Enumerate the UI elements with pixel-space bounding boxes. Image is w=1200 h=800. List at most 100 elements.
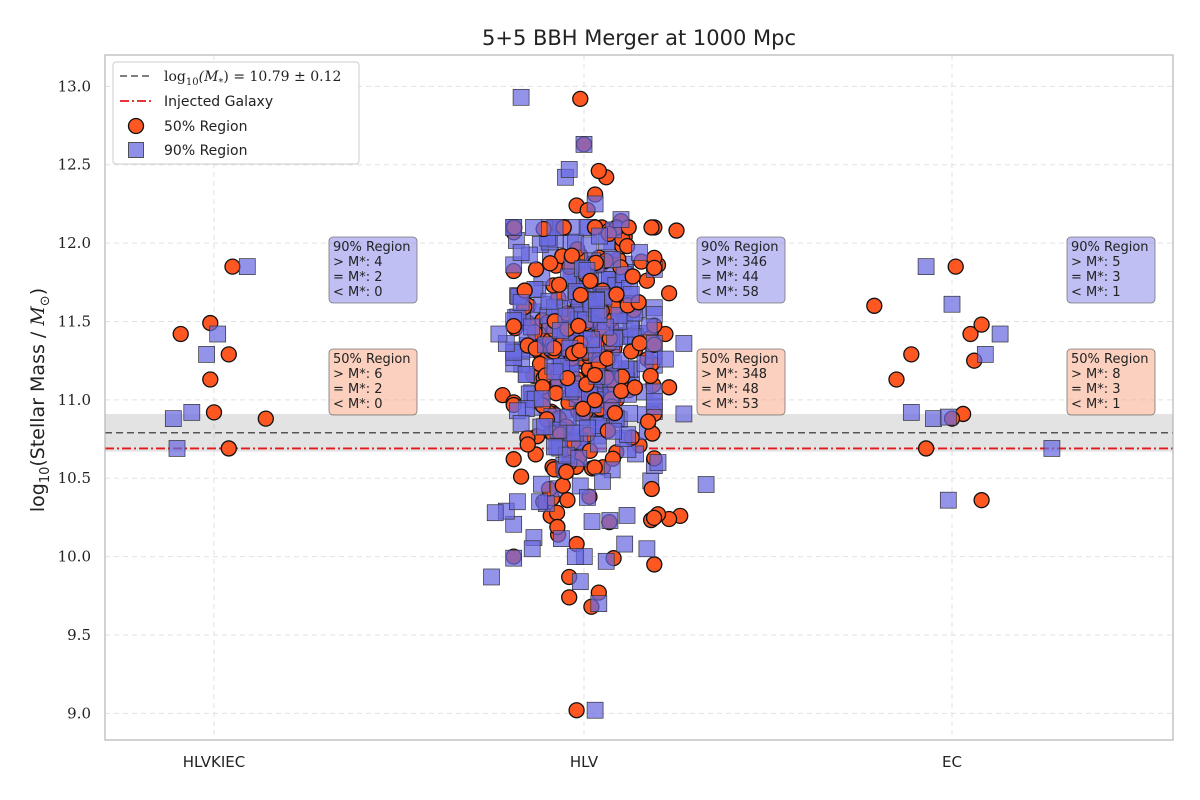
- ylabel-main: (Stellar Mass /: [27, 326, 49, 467]
- circle-point: [646, 259, 663, 276]
- count-box-line: = M*: 2: [333, 270, 383, 285]
- square-point: [616, 535, 634, 553]
- circle-point: [903, 346, 920, 363]
- square-point: [512, 244, 530, 261]
- square-point: [586, 195, 604, 213]
- x-tick-label: EC: [942, 753, 962, 771]
- y-tick-label: 10.5: [58, 469, 91, 487]
- square-point: [509, 493, 526, 511]
- square-point: [638, 540, 656, 558]
- square-point: [645, 335, 663, 352]
- x-tick-label: HLVKIEC: [183, 753, 245, 771]
- legend: log10(M*) = 10.79 ± 0.12 Injected Galaxy…: [112, 61, 360, 165]
- circle-point: [586, 459, 603, 476]
- square-point: [619, 426, 636, 443]
- square-point: [546, 219, 564, 236]
- count-box-line: = M*: 3: [1071, 382, 1121, 397]
- square-point: [591, 227, 608, 245]
- square-point: [512, 88, 530, 106]
- square-point: [168, 440, 186, 457]
- square-point: [238, 258, 256, 275]
- circle-point: [660, 285, 678, 302]
- square-point: [512, 294, 530, 312]
- circle-point: [563, 247, 581, 264]
- circle-point: [626, 379, 643, 396]
- square-point: [531, 493, 548, 511]
- square-point: [622, 286, 640, 303]
- square-point: [198, 346, 215, 363]
- y-axis-label: log10(Stellar Mass / M⊙): [27, 288, 53, 512]
- circle-point: [643, 219, 660, 236]
- square-point: [588, 292, 605, 309]
- square-point: [1043, 440, 1061, 457]
- y-tick-label: 11.0: [58, 391, 91, 409]
- count-box: 50% Region> M*: 6= M*: 2< M*: 0: [328, 348, 418, 416]
- square-point: [517, 366, 535, 383]
- plot-frame: [104, 54, 1174, 741]
- square-point: [505, 219, 523, 236]
- square-point: [164, 410, 182, 428]
- circle-point: [527, 261, 545, 278]
- square-point: [601, 512, 619, 529]
- plot-area: 90% Region> M*: 4= M*: 2< M*: 0 50% Regio…: [58, 54, 1174, 771]
- count-box-line: = M*: 2: [333, 382, 383, 397]
- count-box-line: > M*: 6: [333, 367, 383, 382]
- count-box-line: 90% Region: [701, 240, 779, 255]
- count-box: 50% Region> M*: 348= M*: 48< M*: 53: [696, 348, 786, 416]
- circle-point: [962, 325, 979, 343]
- square-point: [976, 346, 994, 363]
- square-point: [597, 552, 615, 570]
- circle-point: [202, 371, 219, 388]
- square-point: [917, 258, 935, 275]
- count-box-line: < M*: 53: [701, 397, 759, 412]
- y-tick-label: 9.0: [67, 704, 91, 722]
- square-point: [925, 410, 942, 428]
- square-point: [512, 415, 530, 432]
- square-point: [552, 322, 569, 339]
- square-point: [939, 491, 957, 509]
- square-point: [209, 325, 227, 343]
- count-box-line: > M*: 348: [701, 367, 767, 382]
- circle-point: [642, 367, 659, 385]
- y-tick-labels: 9.0 9.5 10.0 10.5 11.0 11.5 12.0 12.5 13.0: [58, 77, 91, 722]
- circle-point: [568, 702, 585, 719]
- circle-point: [645, 509, 663, 526]
- count-box-line: < M*: 1: [1071, 285, 1121, 300]
- y-tick-label: 12.0: [58, 234, 91, 252]
- circle-point: [631, 335, 648, 352]
- count-box-line: 50% Region: [333, 352, 411, 367]
- y-tick-label: 9.5: [67, 626, 91, 644]
- count-box-line: 90% Region: [1071, 240, 1149, 255]
- count-box-frame: [1066, 236, 1156, 304]
- circle-point: [606, 404, 624, 422]
- count-box-frame: [328, 236, 418, 304]
- square-point: [583, 330, 600, 348]
- y-tick-label: 12.5: [58, 156, 91, 174]
- circle-point: [572, 286, 589, 304]
- square-point: [902, 404, 920, 421]
- circle-point: [519, 436, 536, 453]
- square-point: [675, 405, 693, 423]
- square-point: [590, 595, 608, 612]
- y-tick-label: 10.0: [58, 548, 91, 566]
- circle-point: [205, 404, 223, 421]
- circle-point: [220, 346, 237, 363]
- square-point: [612, 352, 629, 369]
- square-point: [579, 489, 596, 506]
- circle-point: [973, 316, 990, 333]
- square-point: [939, 408, 957, 426]
- square-point: [570, 450, 588, 467]
- y-tick-label: 13.0: [58, 77, 91, 95]
- square-point: [594, 473, 611, 490]
- count-box-frame: [696, 236, 786, 304]
- count-box-line: < M*: 0: [333, 397, 383, 412]
- square-point: [523, 540, 541, 558]
- ylabel-sub: 10: [38, 467, 53, 484]
- count-box-frame: [1066, 348, 1156, 416]
- square-point: [533, 390, 551, 408]
- square-point: [586, 701, 604, 719]
- circle-point: [586, 392, 603, 409]
- count-box: 90% Region> M*: 4= M*: 2< M*: 0: [328, 236, 418, 304]
- circle-point: [582, 272, 599, 290]
- count-box-line: 50% Region: [701, 352, 779, 367]
